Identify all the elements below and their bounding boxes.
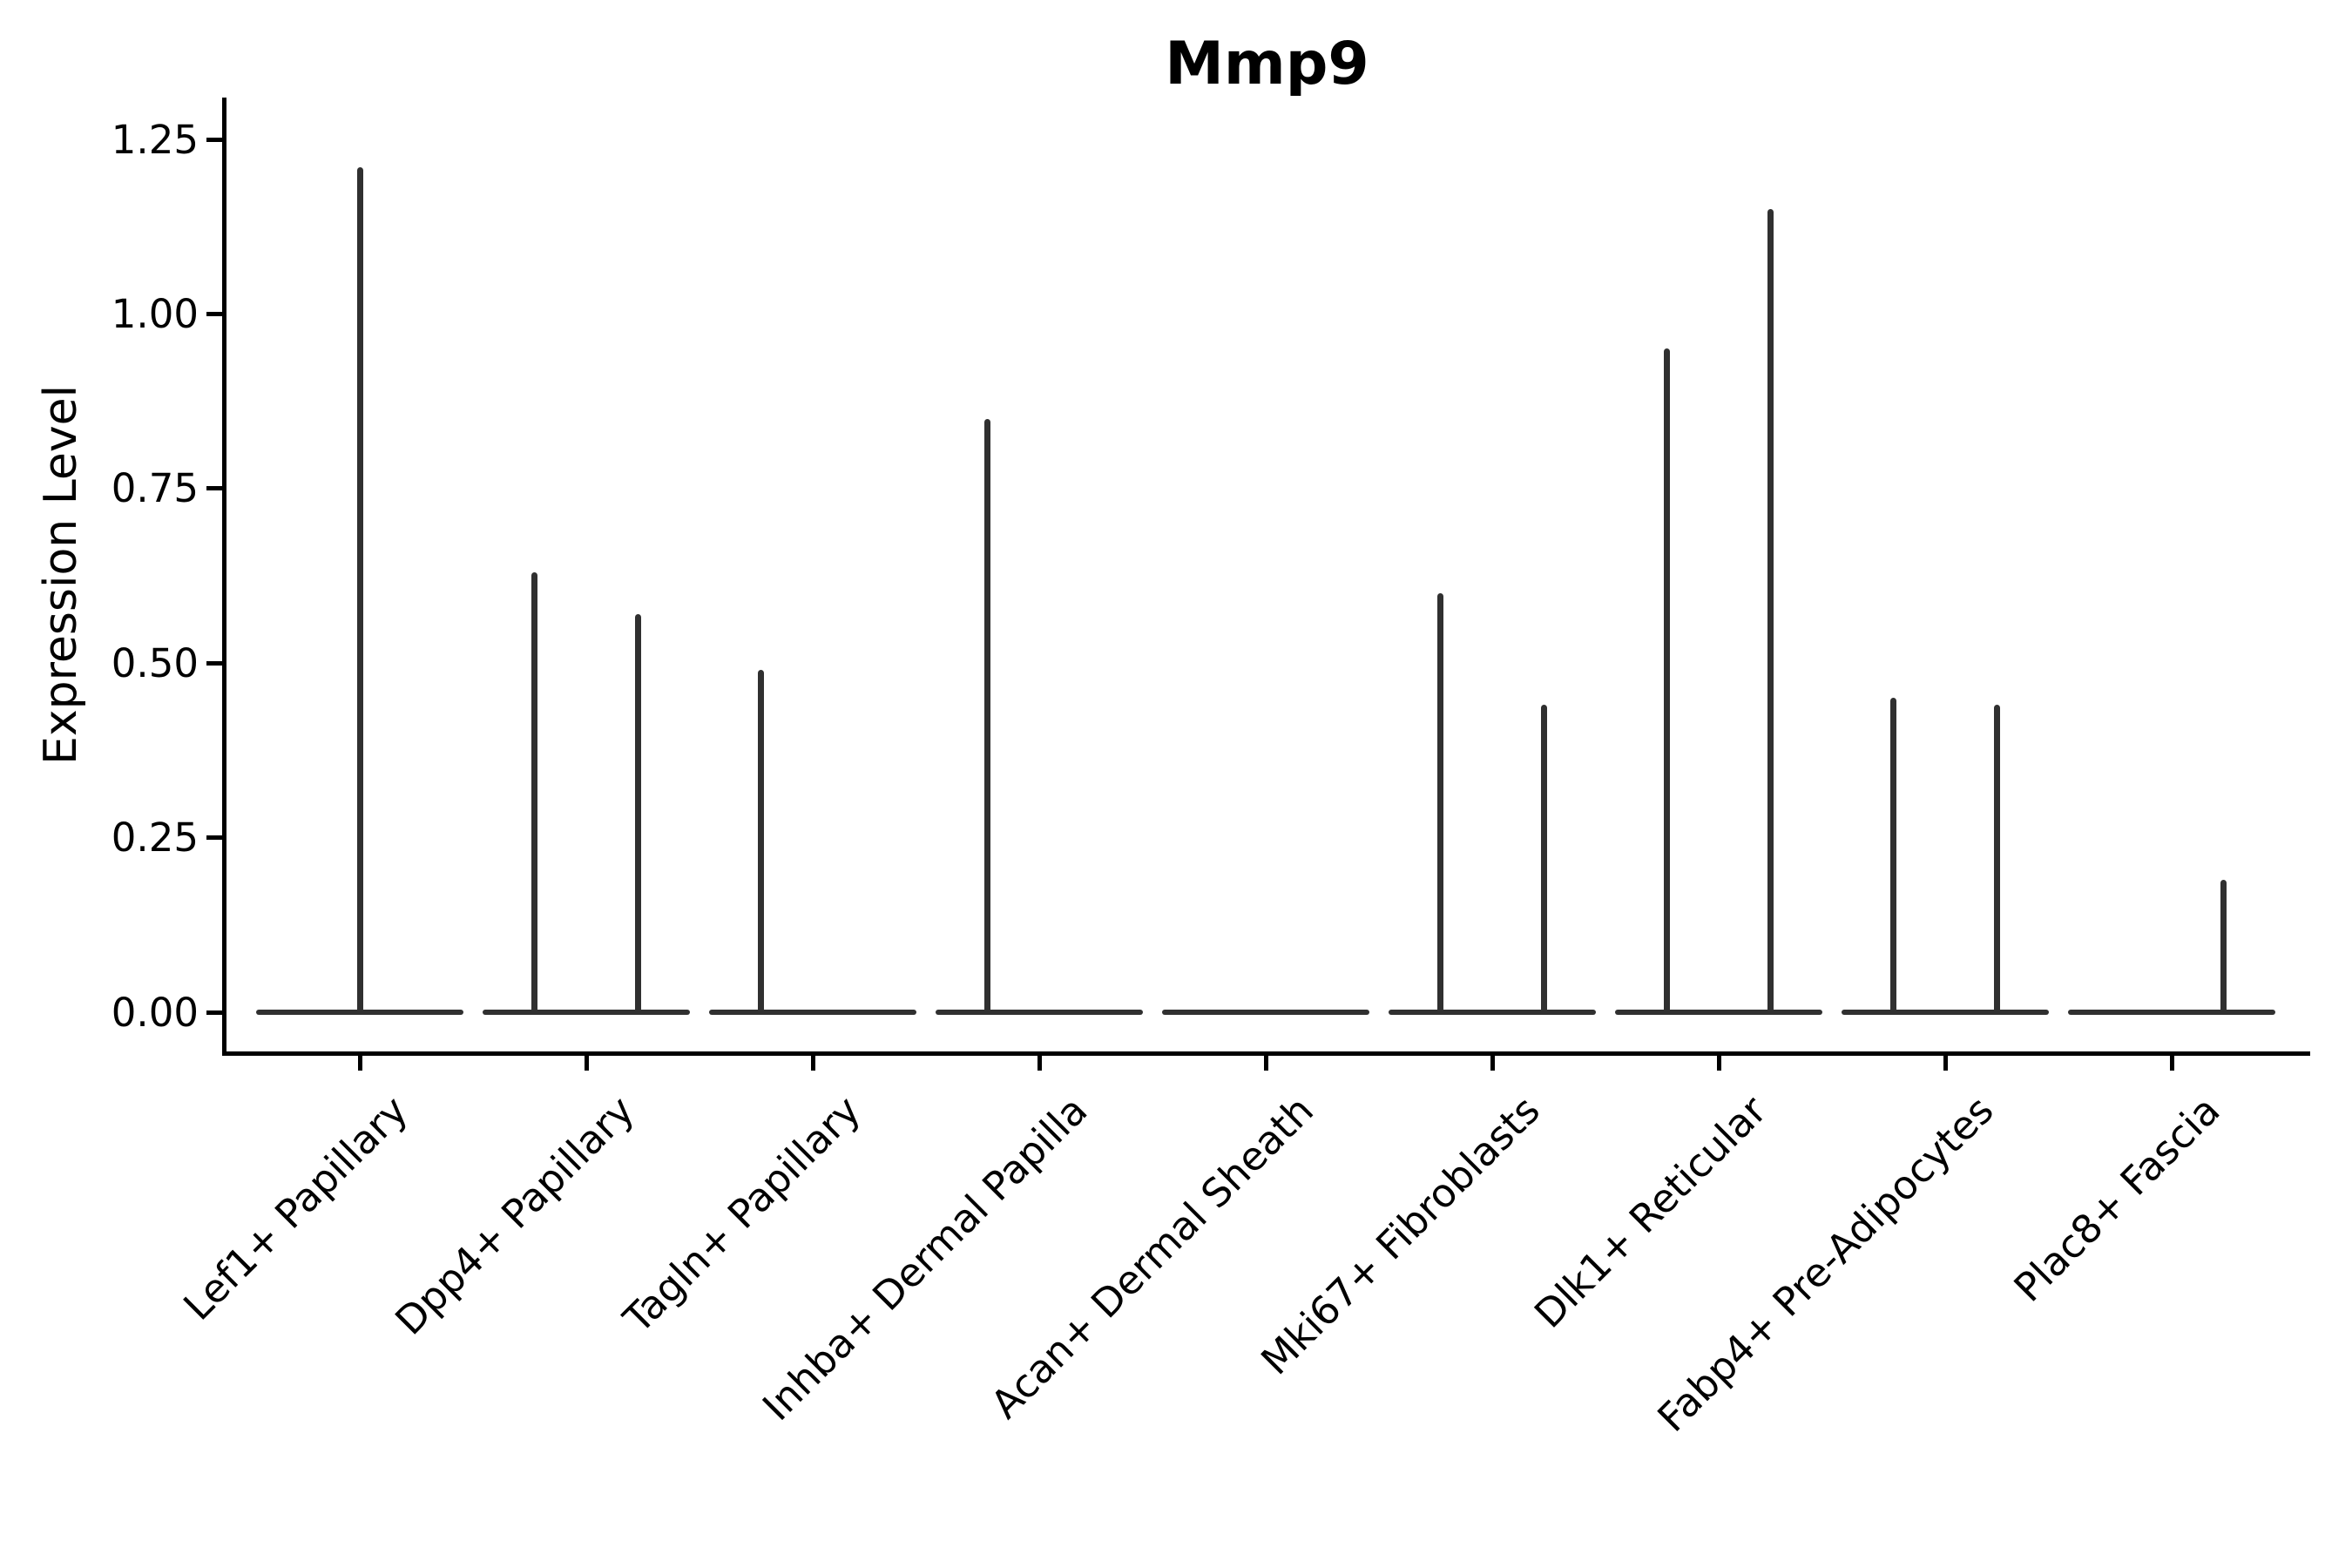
y-tick-label: 1.00 [111,290,199,337]
violin-baseline [709,1010,916,1015]
violin-spike [2220,879,2227,1015]
violin-spike [1767,209,1774,1015]
y-tick-label: 0.75 [111,465,199,512]
x-tick-mark [1490,1056,1495,1071]
y-tick-mark [206,137,224,142]
violin-spike [1890,698,1897,1015]
x-tick-label: Tagln+ Papillary [614,1086,870,1342]
violin-spike [356,167,363,1015]
x-tick-mark [1263,1056,1268,1071]
violin-spike [634,614,641,1015]
y-tick-label: 0.00 [111,989,199,1036]
x-tick-mark [1037,1056,1042,1071]
x-axis-spine [222,1051,2310,1056]
violin-spike [984,418,991,1015]
violin-spike [1540,705,1547,1015]
y-tick-mark [206,1010,224,1015]
violin-spike [1437,593,1444,1015]
y-tick-mark [206,311,224,316]
violin-spike [531,571,538,1015]
y-tick-mark [206,835,224,841]
y-axis-spine [222,98,226,1056]
x-tick-label: Dpp4+ Papillary [386,1086,644,1344]
x-tick-mark [1716,1056,1721,1071]
x-tick-label: Dlk1+ Reticular [1525,1086,1776,1337]
violin-baseline [1615,1010,1822,1015]
violin-baseline [483,1010,690,1015]
x-tick-mark [2169,1056,2174,1071]
y-tick-label: 0.25 [111,814,199,862]
y-axis-label: Expression Level [35,384,87,766]
x-tick-mark [584,1056,589,1071]
violin-baseline [1842,1010,2049,1015]
x-tick-mark [1943,1056,1948,1071]
violin-spike [1993,705,2000,1015]
plot-title: Mmp9 [1165,30,1369,98]
violin-baseline [1389,1010,1596,1015]
x-tick-label: Plac8+ Fascia [2004,1086,2229,1311]
violin-spike [1664,348,1671,1015]
violin-baseline [2068,1010,2275,1015]
y-tick-mark [206,486,224,491]
x-tick-mark [357,1056,362,1071]
x-tick-mark [810,1056,815,1071]
violin-baseline [1162,1010,1369,1015]
y-tick-label: 1.25 [111,116,199,163]
x-tick-label: Lef1+ Papillary [174,1086,417,1329]
violin-baseline [936,1010,1143,1015]
y-tick-label: 0.50 [111,639,199,686]
violin-spike [758,670,765,1015]
y-tick-mark [206,660,224,666]
